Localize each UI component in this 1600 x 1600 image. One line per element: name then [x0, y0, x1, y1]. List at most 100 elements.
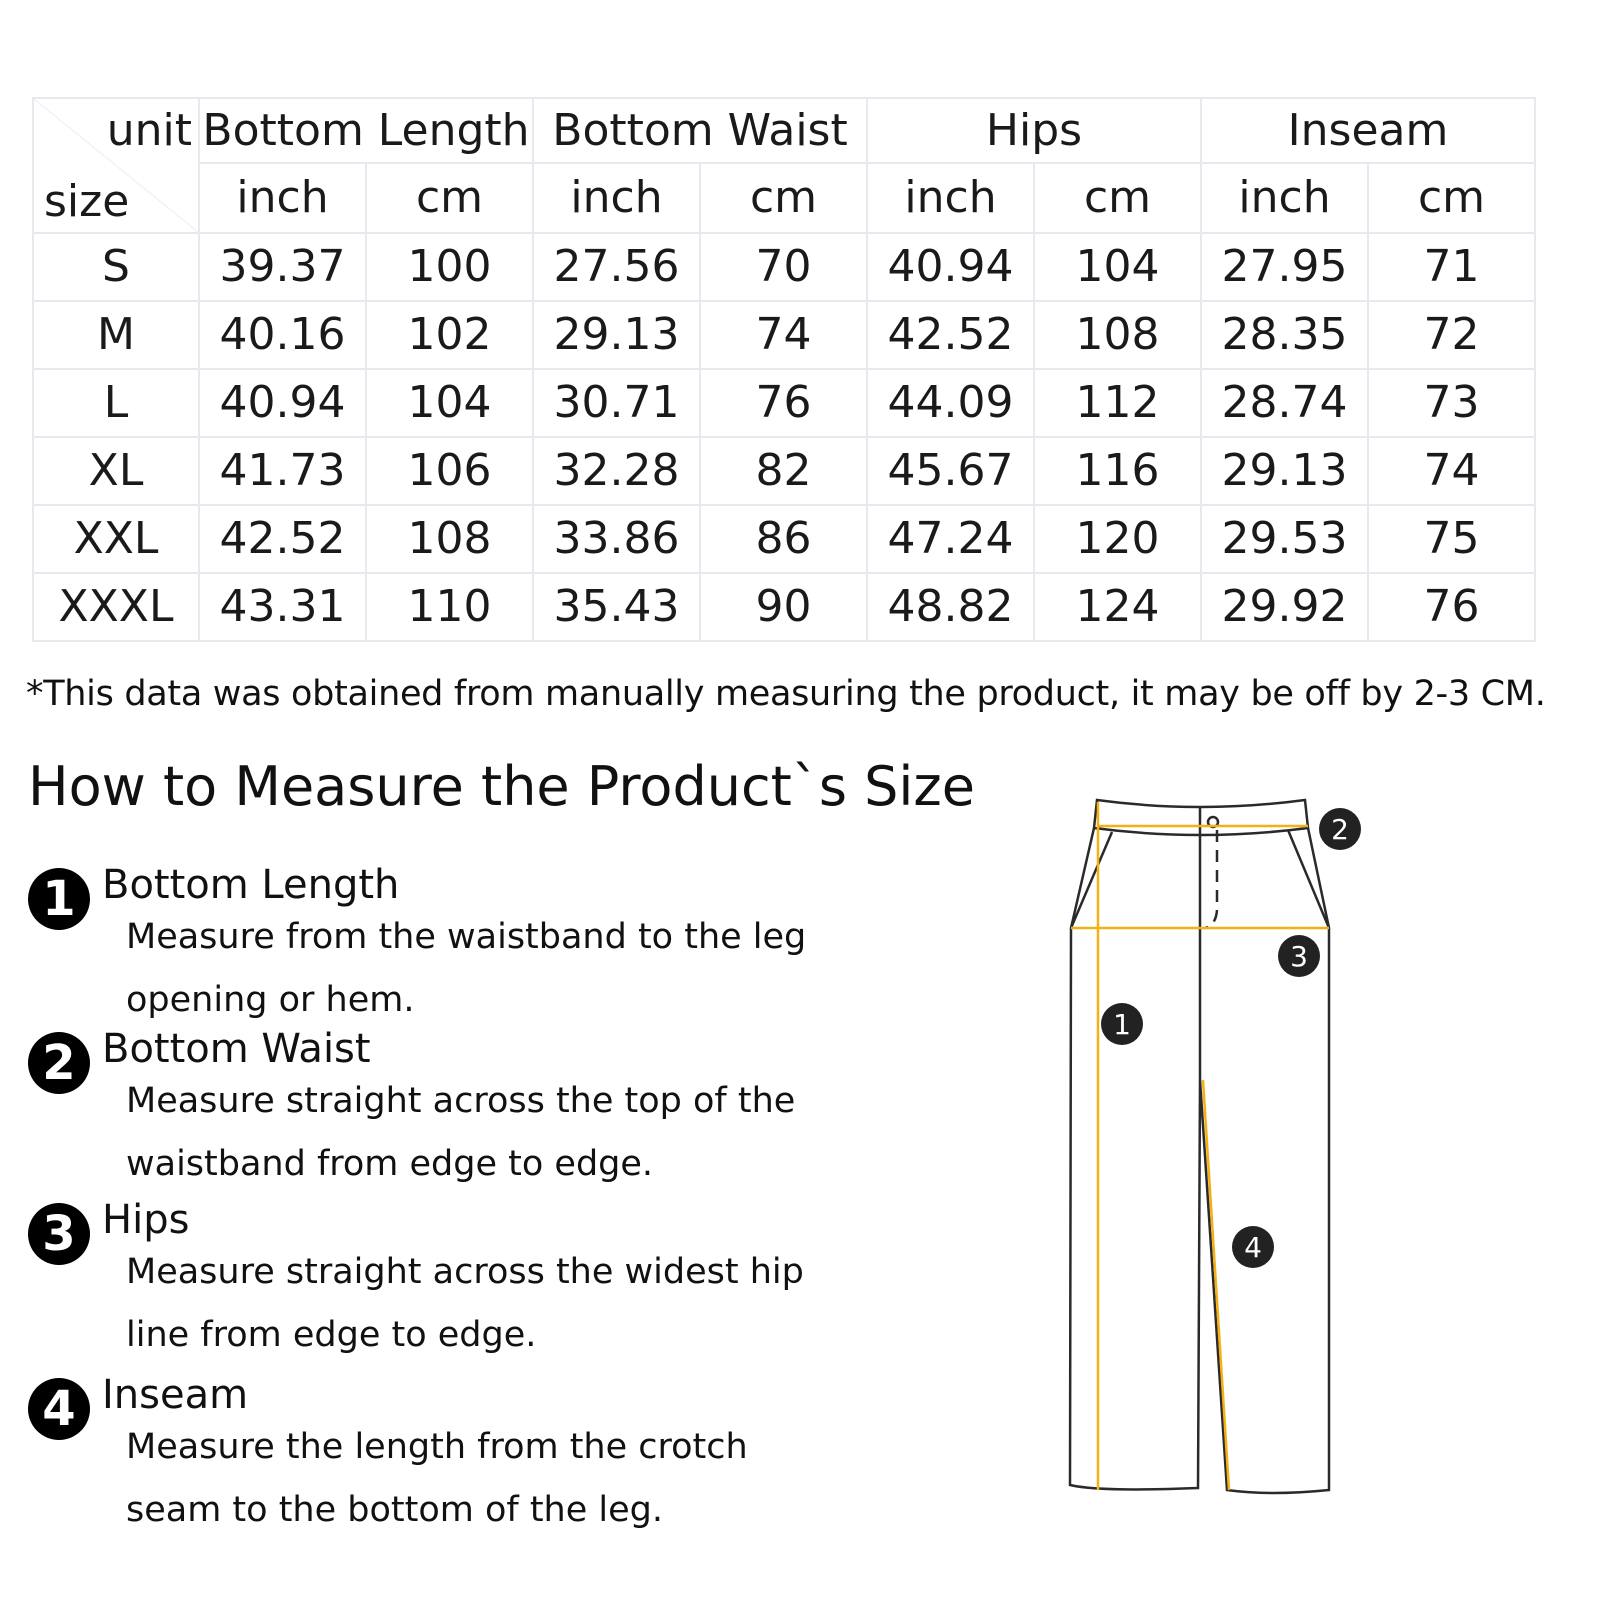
value-cell: 73	[1367, 368, 1536, 438]
table-row: XXL 42.52 108 33.86 86 47.24 120 29.53 75	[32, 504, 1536, 574]
unit-header: inch	[532, 162, 701, 234]
unit-header: cm	[1367, 162, 1536, 234]
item-title: Bottom Waist	[102, 1026, 371, 1072]
value-cell: 28.74	[1200, 368, 1369, 438]
unit-header: cm	[699, 162, 868, 234]
value-cell: 108	[1033, 300, 1202, 370]
value-cell: 112	[1033, 368, 1202, 438]
marker-circle	[1319, 808, 1361, 850]
corner-cell: unit size	[32, 97, 200, 234]
size-chart-table: unit size Bottom Length Bottom Waist Hips Ins…	[32, 97, 1536, 642]
unit-label: unit	[106, 105, 192, 156]
value-cell: 45.67	[866, 436, 1035, 506]
value-cell: 42.52	[198, 504, 367, 574]
value-cell: 41.73	[198, 436, 367, 506]
value-cell: 33.86	[532, 504, 701, 574]
item-title: Bottom Length	[102, 862, 400, 908]
value-cell: 27.56	[532, 232, 701, 302]
value-cell: 116	[1033, 436, 1202, 506]
value-cell: 110	[365, 572, 534, 642]
column-group-header: Bottom Length	[198, 97, 534, 164]
value-cell: 74	[1367, 436, 1536, 506]
value-cell: 48.82	[866, 572, 1035, 642]
marker-circle	[1101, 1003, 1143, 1045]
size-cell: S	[32, 232, 200, 302]
measurement-note: *This data was obtained from manually me…	[26, 674, 1546, 714]
value-cell: 71	[1367, 232, 1536, 302]
item-description: Measure straight across the widest hip l…	[126, 1252, 804, 1355]
size-cell: XXXL	[32, 572, 200, 642]
item-title: Inseam	[102, 1372, 249, 1418]
number-badge: 4	[28, 1378, 90, 1440]
table-row: S 39.37 100 27.56 70 40.94 104 27.95 71	[32, 232, 1536, 302]
item-title: Hips	[102, 1197, 190, 1243]
value-cell: 90	[699, 572, 868, 642]
size-cell: M	[32, 300, 200, 370]
value-cell: 76	[699, 368, 868, 438]
table-row: XL 41.73 106 32.28 82 45.67 116 29.13 74	[32, 436, 1536, 506]
value-cell: 40.94	[198, 368, 367, 438]
value-cell: 39.37	[198, 232, 367, 302]
column-group-header: Inseam	[1200, 97, 1536, 164]
value-cell: 44.09	[866, 368, 1035, 438]
value-cell: 40.16	[198, 300, 367, 370]
measure-lines	[1071, 802, 1329, 1491]
size-label: size	[44, 176, 130, 227]
value-cell: 108	[365, 504, 534, 574]
value-cell: 86	[699, 504, 868, 574]
value-cell: 47.24	[866, 504, 1035, 574]
value-cell: 29.13	[1200, 436, 1369, 506]
size-cell: XXL	[32, 504, 200, 574]
value-cell: 104	[1033, 232, 1202, 302]
value-cell: 30.71	[532, 368, 701, 438]
value-cell: 27.95	[1200, 232, 1369, 302]
marker-circle	[1232, 1226, 1274, 1268]
marker-circle	[1278, 935, 1320, 977]
value-cell: 29.53	[1200, 504, 1369, 574]
value-cell: 102	[365, 300, 534, 370]
value-cell: 76	[1367, 572, 1536, 642]
table-row: L 40.94 104 30.71 76 44.09 112 28.74 73	[32, 368, 1536, 438]
column-group-header: Bottom Waist	[532, 97, 868, 164]
value-cell: 74	[699, 300, 868, 370]
value-cell: 28.35	[1200, 300, 1369, 370]
unit-header: inch	[198, 162, 367, 234]
item-description: Measure from the waistband to the leg op…	[126, 917, 807, 1020]
number-badge: 2	[28, 1032, 90, 1094]
pants-diagram: 1 2 3 4	[1068, 798, 1361, 1495]
value-cell: 100	[365, 232, 534, 302]
value-cell: 82	[699, 436, 868, 506]
value-cell: 106	[365, 436, 534, 506]
unit-header: inch	[1200, 162, 1369, 234]
marker-label: 4	[1244, 1231, 1262, 1264]
value-cell: 43.31	[198, 572, 367, 642]
how-to-measure-title: How to Measure the Product`s Size	[28, 755, 975, 818]
number-badge: 1	[28, 868, 90, 930]
value-cell: 40.94	[866, 232, 1035, 302]
marker-label: 1	[1113, 1008, 1131, 1041]
column-group-header: Hips	[866, 97, 1202, 164]
value-cell: 32.28	[532, 436, 701, 506]
marker-label: 3	[1290, 940, 1308, 973]
unit-header: cm	[1033, 162, 1202, 234]
value-cell: 70	[699, 232, 868, 302]
value-cell: 72	[1367, 300, 1536, 370]
value-cell: 42.52	[866, 300, 1035, 370]
table-row: XXXL 43.31 110 35.43 90 48.82 124 29.92 76	[32, 572, 1536, 642]
size-cell: L	[32, 368, 200, 438]
value-cell: 75	[1367, 504, 1536, 574]
pants-outline	[1068, 827, 1331, 1495]
table-row: M 40.16 102 29.13 74 42.52 108 28.35 72	[32, 300, 1536, 370]
value-cell: 29.13	[532, 300, 701, 370]
marker-label: 2	[1331, 813, 1349, 846]
item-description: Measure straight across the top of the w…	[126, 1081, 796, 1184]
unit-header: inch	[866, 162, 1035, 234]
value-cell: 29.92	[1200, 572, 1369, 642]
number-badge: 3	[28, 1203, 90, 1265]
value-cell: 124	[1033, 572, 1202, 642]
unit-header: cm	[365, 162, 534, 234]
value-cell: 35.43	[532, 572, 701, 642]
value-cell: 120	[1033, 504, 1202, 574]
item-description: Measure the length from the crotch seam …	[126, 1427, 748, 1530]
value-cell: 104	[365, 368, 534, 438]
